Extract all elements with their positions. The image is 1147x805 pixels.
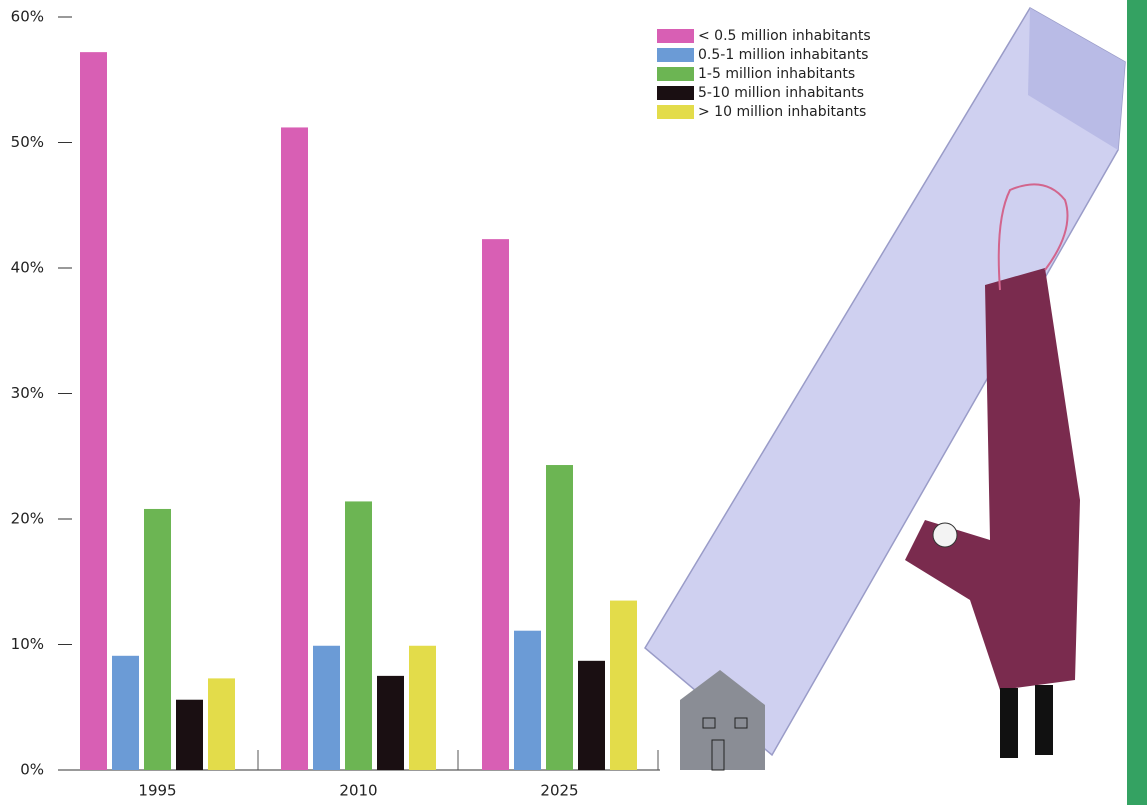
house bbox=[680, 670, 765, 770]
legend-swatch bbox=[657, 105, 694, 119]
y-tick-label: 40% bbox=[11, 259, 44, 277]
bar bbox=[112, 655, 139, 770]
legend-swatch bbox=[657, 48, 694, 62]
legend-swatch bbox=[657, 86, 694, 100]
bar bbox=[144, 508, 171, 770]
legend-swatch bbox=[657, 67, 694, 81]
bar bbox=[208, 678, 235, 770]
bar bbox=[482, 239, 509, 770]
window bbox=[734, 717, 748, 729]
bar bbox=[409, 645, 436, 770]
leg-left bbox=[1000, 688, 1018, 758]
y-tick-label: 30% bbox=[11, 384, 44, 402]
bar bbox=[578, 660, 605, 770]
door bbox=[711, 739, 725, 771]
illustration bbox=[644, 0, 1147, 805]
bar bbox=[345, 501, 372, 770]
bar bbox=[377, 675, 404, 770]
y-tick-label: 60% bbox=[11, 8, 44, 26]
bar bbox=[313, 645, 340, 770]
bar bbox=[610, 600, 637, 770]
bar bbox=[176, 699, 203, 770]
legend-label: 0.5-1 million inhabitants bbox=[698, 47, 868, 63]
beam-side bbox=[1028, 8, 1125, 150]
bar bbox=[80, 52, 107, 770]
figure-body bbox=[905, 268, 1080, 690]
legend-label: 5-10 million inhabitants bbox=[698, 85, 864, 101]
leg-right bbox=[1035, 685, 1053, 755]
y-tick-label: 0% bbox=[20, 761, 44, 779]
bar bbox=[546, 465, 573, 770]
legend-label: > 10 million inhabitants bbox=[698, 104, 866, 120]
y-tick-label: 10% bbox=[11, 635, 44, 653]
figure-head bbox=[932, 522, 958, 548]
bar bbox=[514, 630, 541, 770]
y-tick-label: 50% bbox=[11, 133, 44, 151]
bar bbox=[281, 127, 308, 770]
y-tick-label: 20% bbox=[11, 510, 44, 528]
green-edge bbox=[1127, 0, 1147, 805]
window bbox=[702, 717, 716, 729]
figure-arm bbox=[997, 183, 1069, 291]
legend-label: < 0.5 million inhabitants bbox=[698, 28, 871, 44]
x-tick-label: 2025 bbox=[540, 782, 578, 800]
x-tick-label: 1995 bbox=[138, 782, 176, 800]
x-tick-label: 2010 bbox=[339, 782, 377, 800]
legend-swatch bbox=[657, 29, 694, 43]
legend-label: 1-5 million inhabitants bbox=[698, 66, 855, 82]
